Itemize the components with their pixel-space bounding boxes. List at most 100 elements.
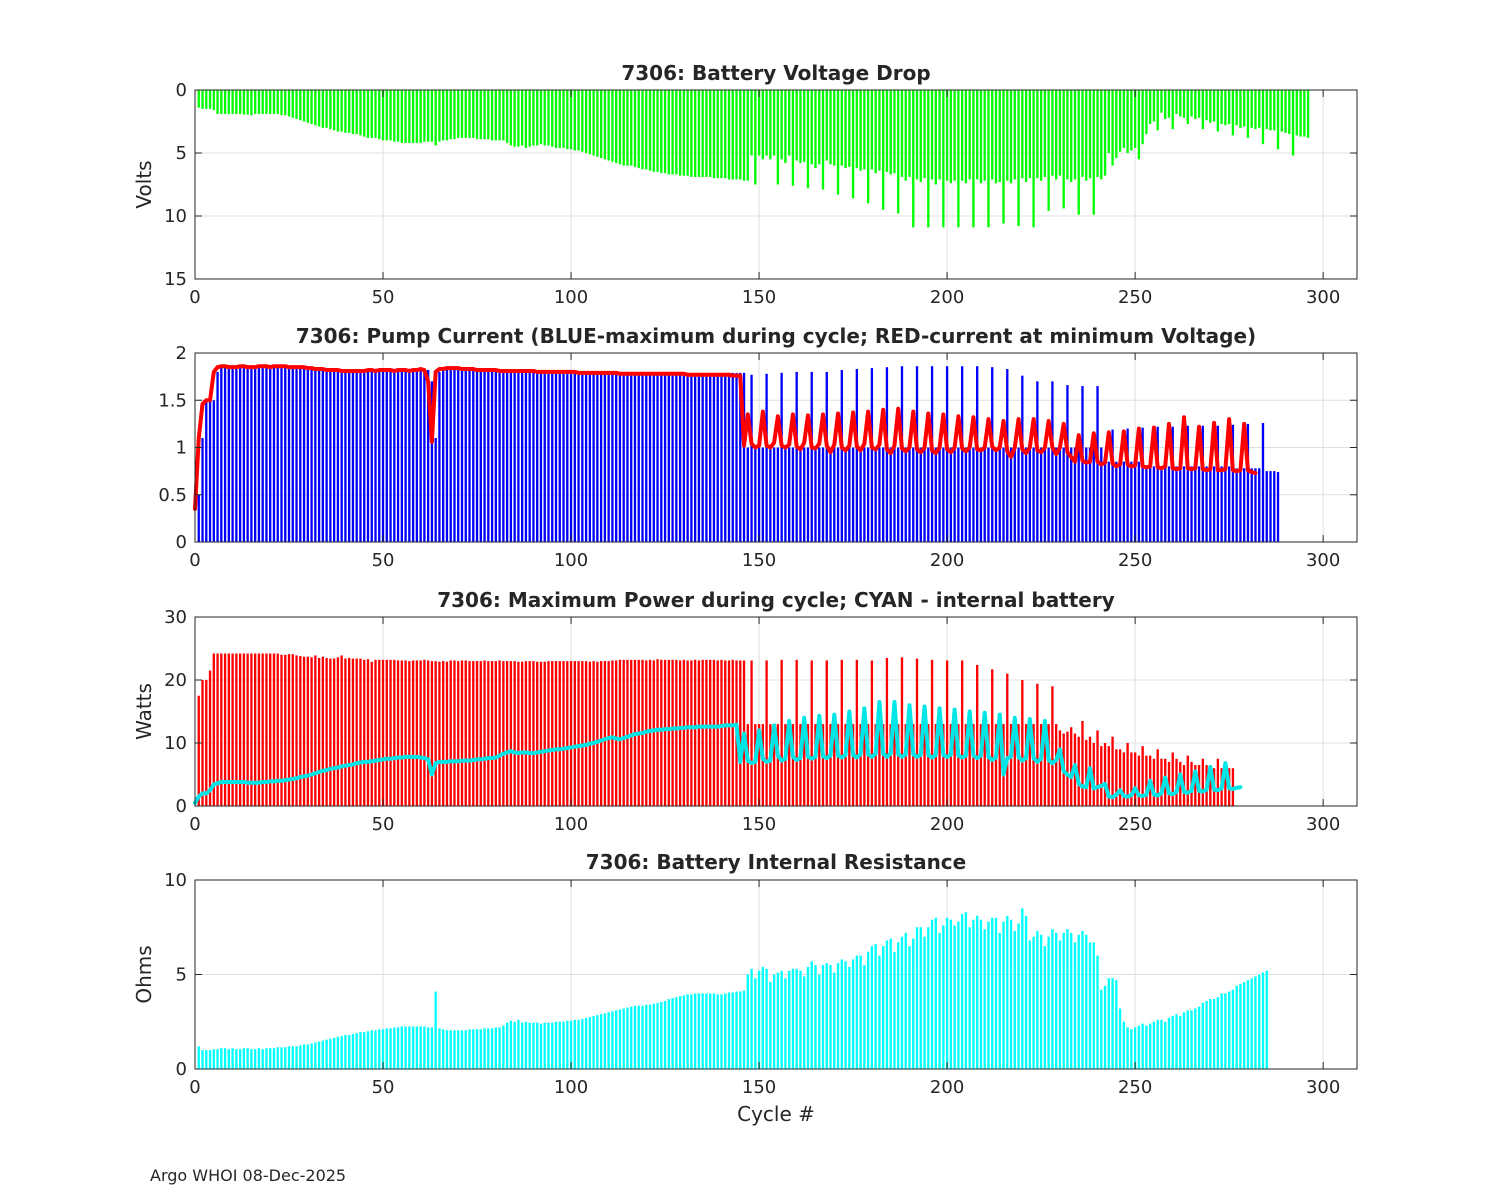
data-bar — [558, 1021, 561, 1069]
data-bar — [836, 724, 840, 806]
data-bar — [1194, 90, 1197, 119]
data-bar — [671, 90, 674, 175]
data-bar — [272, 90, 276, 114]
data-bar — [408, 90, 411, 143]
data-bar — [348, 90, 351, 133]
data-bar — [1051, 90, 1054, 176]
data-bar — [1070, 90, 1073, 182]
data-bar — [761, 90, 764, 160]
data-bar — [626, 373, 629, 542]
data-bar — [1216, 758, 1220, 806]
data-bar — [746, 724, 749, 806]
data-bar — [573, 90, 576, 151]
data-bar — [1021, 90, 1024, 179]
data-bar — [1126, 90, 1129, 153]
data-bar — [1077, 447, 1080, 542]
data-bar — [238, 1049, 242, 1069]
data-bar — [483, 90, 486, 140]
data-bar — [1179, 90, 1182, 117]
data-bar — [885, 657, 889, 806]
data-bar — [573, 371, 576, 542]
data-bar — [558, 661, 561, 806]
data-bar — [1224, 90, 1227, 126]
data-bar — [1013, 90, 1016, 180]
data-bar — [878, 955, 881, 1069]
data-bar — [772, 90, 776, 156]
data-bar — [363, 659, 366, 806]
data-bar — [1209, 999, 1212, 1069]
data-bar — [355, 1033, 358, 1069]
data-bar — [607, 661, 610, 806]
data-bar — [1017, 724, 1020, 806]
data-bar — [1036, 683, 1039, 806]
data-bar — [596, 90, 599, 157]
data-bar — [1032, 724, 1035, 806]
data-bar — [502, 1025, 505, 1069]
data-bar — [757, 90, 761, 156]
data-bar — [701, 90, 704, 177]
data-bar — [720, 90, 723, 179]
data-bar — [393, 370, 396, 542]
data-bar — [325, 90, 328, 128]
data-bar — [528, 1022, 531, 1069]
data-bar — [276, 653, 279, 806]
data-bar — [615, 660, 618, 806]
data-bar — [1066, 385, 1069, 542]
data-bar — [547, 661, 550, 806]
x-tick-label: 250 — [1118, 814, 1152, 835]
data-bar — [900, 657, 904, 806]
data-bar — [216, 90, 219, 114]
data-bar — [445, 1030, 449, 1069]
x-tick-label: 50 — [372, 550, 395, 571]
data-bar — [588, 90, 592, 155]
data-bar — [705, 659, 708, 806]
data-bar — [945, 660, 949, 806]
data-bar — [257, 367, 261, 542]
data-bar — [1103, 456, 1107, 542]
data-bar — [502, 370, 505, 542]
data-bar — [355, 370, 358, 542]
data-bar — [1081, 90, 1084, 177]
y-tick-label: 0 — [176, 532, 187, 553]
data-bar — [641, 373, 644, 542]
y-tick-label: 0 — [176, 1059, 187, 1080]
data-bar — [498, 90, 501, 141]
data-bar — [788, 447, 791, 542]
data-bar — [1115, 461, 1118, 542]
data-bar — [772, 724, 776, 806]
data-bar — [678, 660, 682, 806]
data-line — [193, 700, 1243, 805]
data-bar — [690, 660, 693, 806]
data-bar — [900, 90, 904, 177]
data-bar — [596, 372, 599, 542]
data-bar — [754, 978, 757, 1069]
y-tick-label: 10 — [164, 206, 187, 227]
data-bar — [908, 90, 911, 177]
data-bar — [1186, 90, 1189, 125]
data-bar — [840, 659, 843, 806]
data-bar — [374, 370, 377, 542]
data-bar — [261, 1049, 264, 1069]
data-bar — [603, 661, 607, 806]
data-bar — [1220, 993, 1223, 1069]
y-tick-label: 5 — [176, 143, 187, 164]
data-bar — [799, 724, 802, 806]
data-bar — [1047, 447, 1050, 542]
y-tick-label: 30 — [164, 607, 187, 628]
data-bar — [1239, 468, 1242, 542]
data-bar — [272, 367, 276, 542]
data-bar — [671, 998, 674, 1070]
data-bar — [844, 447, 847, 542]
data-bar — [400, 370, 403, 542]
data-bar — [1164, 90, 1167, 119]
data-bar — [464, 1030, 467, 1069]
data-bar — [874, 724, 877, 806]
data-bar — [795, 90, 798, 161]
data-bar — [325, 1039, 328, 1069]
data-bar — [1051, 686, 1054, 806]
data-bar — [1133, 1027, 1137, 1069]
data-bar — [803, 724, 806, 806]
data-bar — [464, 660, 467, 806]
data-bar — [656, 1002, 659, 1069]
data-bar — [1085, 447, 1088, 542]
